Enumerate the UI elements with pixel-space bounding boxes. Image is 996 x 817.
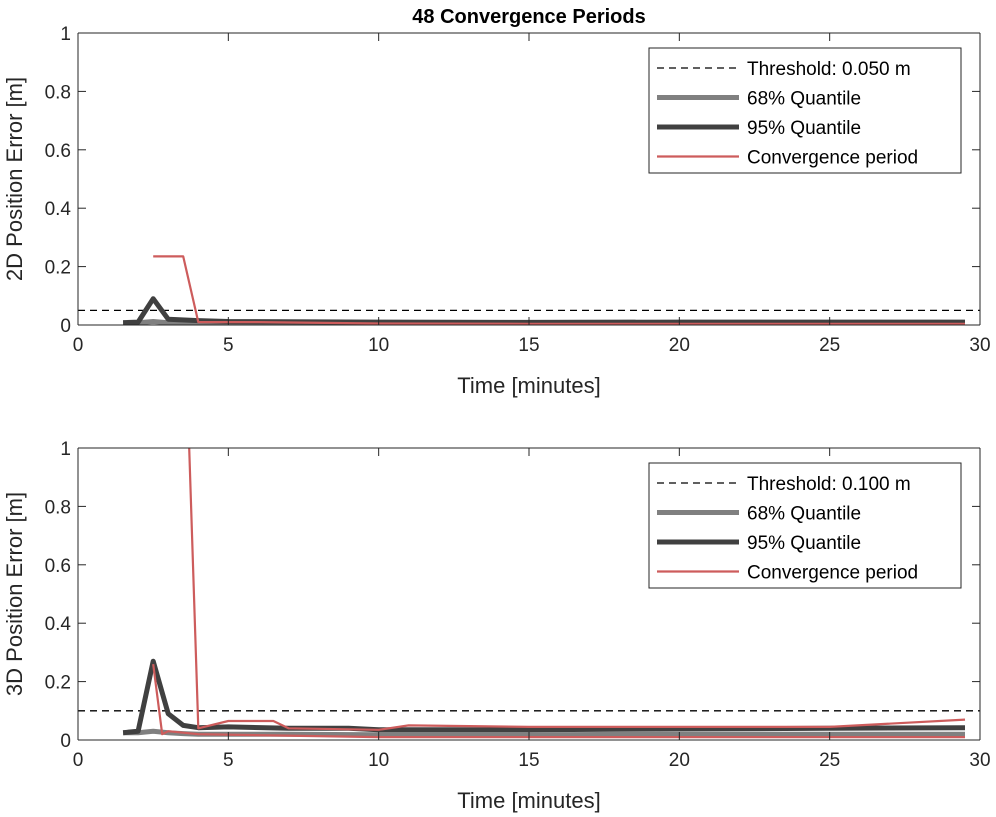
legend-label: Convergence period — [747, 563, 918, 584]
y-tick-label: 0.8 — [45, 82, 71, 103]
x-tick-label: 30 — [969, 750, 990, 771]
y-axis-label: 3D Position Error [m] — [2, 492, 27, 696]
legend-box — [648, 462, 962, 589]
legend-box — [648, 47, 962, 174]
y-tick-label: 0.8 — [45, 497, 71, 518]
x-tick-label: 0 — [73, 750, 84, 771]
chart-panel-1: 48 Convergence Periods 0 5 10 15 20 25 30 0 0.2 0.… — [2, 6, 991, 398]
x-tick-label: 10 — [368, 335, 389, 356]
series-line-convergence-period — [188, 447, 966, 731]
y-tick-label: 0.4 — [45, 199, 72, 220]
x-tick-label: 25 — [819, 335, 840, 356]
y-tick-label: 0 — [60, 316, 71, 337]
y-tick-label: 0.4 — [45, 614, 72, 635]
legend: Threshold: 0.100 m 68% Quantile 95% Quanti… — [648, 462, 962, 589]
y-tick-label: 1 — [60, 24, 71, 45]
legend-label: Threshold: 0.050 m — [747, 59, 911, 80]
series-line-95-quantile — [122, 658, 966, 736]
legend-label: 68% Quantile — [747, 89, 861, 110]
legend-label: 68% Quantile — [747, 504, 861, 525]
y-tick-label: 1 — [60, 439, 71, 460]
x-tick-label: 20 — [669, 335, 690, 356]
x-tick-label: 20 — [669, 750, 690, 771]
legend: Threshold: 0.050 m 68% Quantile 95% Quanti… — [648, 47, 962, 174]
x-tick-label: 5 — [223, 335, 234, 356]
legend-label: Threshold: 0.100 m — [747, 474, 911, 495]
chart-panel-2: 0 5 10 15 20 25 30 0 0.2 0.4 0.6 0.8 1 Time [minutes]… — [2, 439, 991, 813]
x-axis-label: Time [minutes] — [457, 788, 600, 813]
x-tick-label: 10 — [368, 750, 389, 771]
x-tick-label: 30 — [969, 335, 990, 356]
x-tick-label: 15 — [518, 335, 539, 356]
legend-label: 95% Quantile — [747, 533, 861, 554]
y-axis-label: 2D Position Error [m] — [2, 77, 27, 281]
y-tick-label: 0.2 — [45, 673, 71, 694]
y-tick-label: 0.2 — [45, 258, 71, 279]
y-tick-label: 0.6 — [45, 556, 71, 577]
x-tick-label: 15 — [518, 750, 539, 771]
x-tick-label: 0 — [73, 335, 84, 356]
legend-label: 95% Quantile — [747, 118, 861, 139]
y-tick-label: 0 — [60, 731, 71, 752]
legend-label: Convergence period — [747, 148, 918, 169]
chart-title: 48 Convergence Periods — [412, 6, 645, 28]
y-tick-label: 0.6 — [45, 141, 71, 162]
x-tick-label: 5 — [223, 750, 234, 771]
x-axis-label: Time [minutes] — [457, 373, 600, 398]
x-tick-label: 25 — [819, 750, 840, 771]
